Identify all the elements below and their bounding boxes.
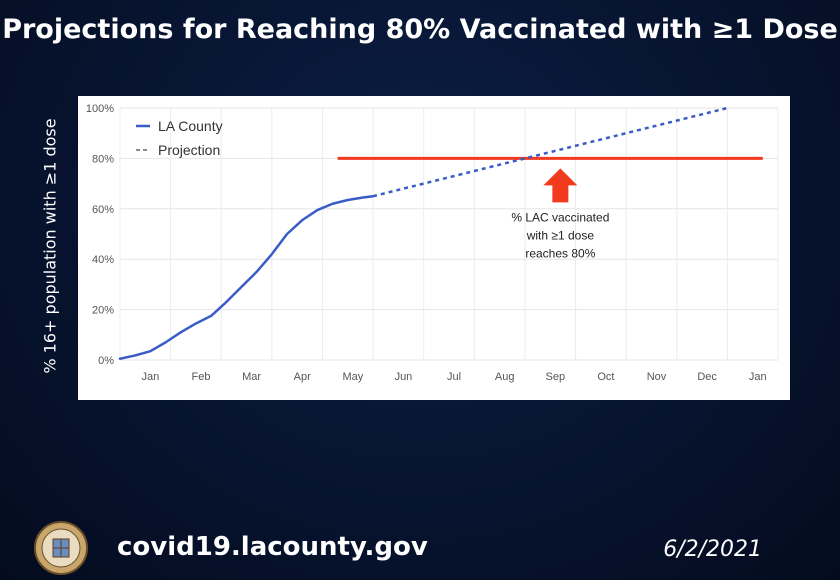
y-axis-label-container: % 16+ population with ≥1 dose	[30, 96, 70, 396]
legend-label: Projection	[158, 142, 220, 158]
x-tick-label: Aug	[495, 371, 515, 383]
x-tick-label: Mar	[242, 371, 261, 383]
x-tick-label: Jan	[141, 371, 159, 383]
annotation-arrow-icon	[543, 168, 578, 203]
y-tick-label: 20%	[92, 305, 114, 317]
projection-series-line	[372, 106, 728, 198]
x-tick-label: Jan	[749, 371, 767, 383]
x-tick-label: Apr	[294, 371, 311, 383]
x-tick-label: Nov	[647, 371, 667, 383]
x-tick-label: Jul	[447, 371, 461, 383]
page-title: Projections for Reaching 80% Vaccinated …	[2, 14, 838, 45]
y-tick-label: 100%	[86, 103, 114, 115]
y-axis-label: % 16+ population with ≥1 dose	[40, 118, 60, 374]
county-seal-icon	[30, 520, 92, 576]
chart-panel: 0% 20% 40% 60% 80% 100% Jan Feb Mar Apr May Jun Jul A…	[78, 96, 790, 400]
x-tick-label: Sep	[546, 371, 566, 383]
x-tick-label: Dec	[697, 371, 717, 383]
footer-date: 6/2/2021	[663, 537, 762, 562]
annotation-text: % LAC vaccinated	[511, 210, 609, 224]
la-county-series-line	[118, 194, 375, 360]
x-tick-label: May	[342, 371, 363, 383]
annotation-text: reaches 80%	[525, 246, 595, 260]
legend-label: LA County	[158, 118, 223, 134]
annotation-text: with ≥1 dose	[526, 228, 595, 242]
y-tick-label: 40%	[92, 254, 114, 266]
footer-url-link[interactable]: covid19.lacounty.gov	[117, 532, 428, 562]
x-tick-label: Feb	[192, 371, 211, 383]
x-tick-label: Oct	[597, 371, 614, 383]
y-tick-label: 80%	[92, 153, 114, 165]
y-tick-label: 60%	[92, 204, 114, 216]
y-tick-label: 0%	[98, 355, 114, 367]
line-chart: 0% 20% 40% 60% 80% 100% Jan Feb Mar Apr May Jun Jul A…	[86, 103, 779, 383]
x-tick-label: Jun	[395, 371, 413, 383]
